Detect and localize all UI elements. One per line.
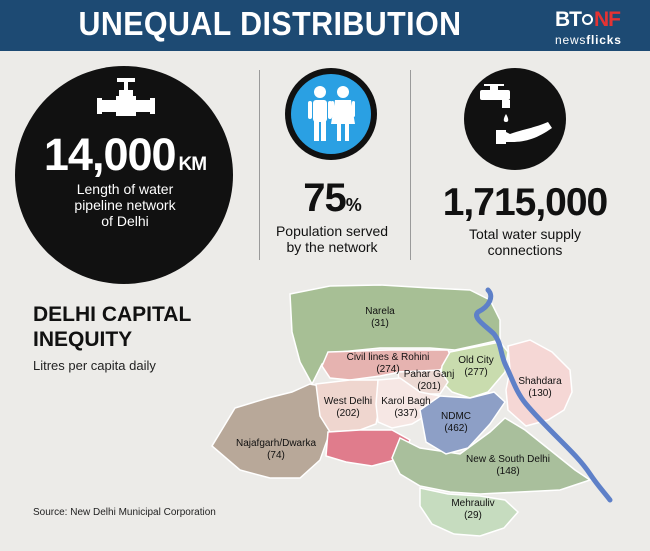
- population-stat-value-row: 75%: [262, 175, 402, 228]
- population-stat-unit: %: [345, 195, 362, 215]
- map-title-line1: DELHI CAPITAL: [33, 303, 192, 326]
- map-subtitle: Litres per capita daily: [33, 358, 156, 373]
- source-note: Source: New Delhi Municipal Corporation: [33, 507, 216, 518]
- label-ndmc: NDMC (462): [441, 411, 471, 434]
- label-new-south-delhi: New & South Delhi (148): [466, 454, 550, 477]
- population-stat-caption: Population served by the network: [262, 223, 402, 255]
- logo-news-text: news: [555, 33, 587, 47]
- population-stat-value: 75: [303, 176, 346, 220]
- label-pahar-ganj: Pahar Ganj (201): [403, 369, 455, 392]
- page-title: UNEQUAL DISTRIBUTION: [78, 5, 462, 42]
- map-section-title: DELHI CAPITAL INEQUITY: [33, 302, 191, 352]
- label-west-delhi: West Delhi (202): [323, 396, 373, 419]
- pipeline-stat-value-row: 14,000 KM: [30, 130, 220, 190]
- logo-nf-text: NF: [594, 8, 621, 31]
- pipe-valve-icon: [97, 78, 155, 116]
- header-banner: UNEQUAL DISTRIBUTION BT NF newsflicks: [0, 0, 650, 51]
- pipeline-caption-line3: of Delhi: [101, 213, 149, 229]
- pipeline-stat-value: 14,000: [43, 129, 177, 180]
- district-new-south-delhi: [391, 417, 592, 495]
- population-caption-line2: by the network: [286, 239, 378, 255]
- pipeline-stat-unit: KM: [178, 154, 208, 175]
- district-west-delhi: [315, 379, 381, 433]
- district-shahdara: [505, 339, 573, 427]
- pipeline-stat-caption: Length of water pipeline network of Delh…: [30, 181, 220, 229]
- logo-flicks-text: flicks: [586, 33, 622, 47]
- district-mehrauliv: [419, 487, 520, 537]
- pipeline-caption-line2: pipeline network: [74, 197, 176, 213]
- stat-divider-1: [259, 70, 260, 260]
- label-narela: Narela (31): [365, 306, 395, 329]
- label-old-city: Old City (277): [458, 355, 494, 378]
- population-caption-line1: Population served: [275, 223, 389, 239]
- tap-hand-icon: [480, 84, 552, 144]
- people-icon: [308, 86, 355, 141]
- map-title-line2: INEQUITY: [33, 328, 133, 351]
- logo-dot-icon: [582, 13, 593, 25]
- brand-logo: BT NF newsflicks: [555, 8, 637, 47]
- connections-caption-line2: connections: [487, 242, 563, 258]
- logo-bt-text: BT: [555, 8, 582, 31]
- yamuna-river: [474, 287, 613, 503]
- district-ndmc: [419, 391, 506, 455]
- district-narela: [289, 284, 501, 386]
- label-mehrauliv: Mehrauliv (29): [451, 498, 495, 521]
- pipeline-caption-line1: Length of water: [76, 181, 174, 197]
- connections-icon-circle: [464, 68, 566, 170]
- connections-caption-line1: Total water supply: [468, 226, 582, 242]
- label-karol-bagh: Karol Bagh (337): [381, 396, 431, 419]
- label-najafgarh-dwarka: Najafgarh/Dwarka (74): [235, 438, 317, 461]
- connections-stat-caption: Total water supply connections: [420, 226, 630, 258]
- label-civil-lines-rohini: Civil lines & Rohini (274): [346, 352, 430, 375]
- connections-stat-value: 1,715,000: [442, 181, 609, 224]
- label-shahdara: Shahdara (130): [518, 376, 562, 399]
- stat-divider-2: [410, 70, 411, 260]
